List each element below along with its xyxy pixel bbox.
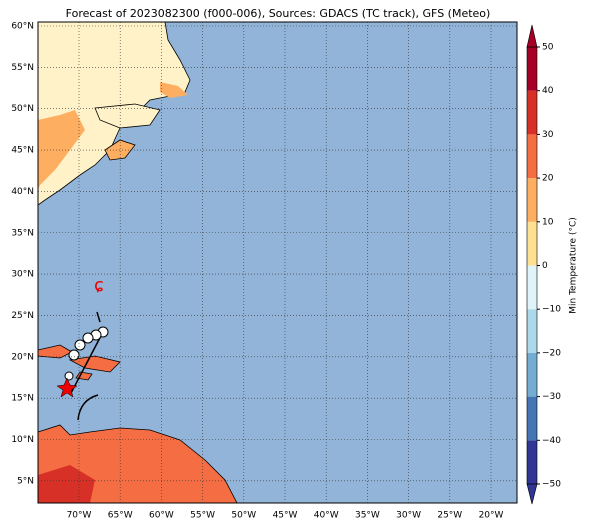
lat-label: 45°N — [11, 146, 34, 156]
colorbar-extend — [526, 24, 538, 48]
lat-label: 30°N — [11, 270, 34, 280]
colorbar-tick-label: 10 — [542, 217, 554, 227]
map-title: Forecast of 2023082300 (f000-006), Sourc… — [66, 7, 491, 20]
map-frame — [37, 21, 518, 504]
colorbar-segment — [527, 221, 537, 266]
colorbar-tick-label: −30 — [542, 392, 561, 402]
colorbar-extend — [526, 483, 538, 505]
lon-label: 55°W — [190, 511, 215, 521]
lat-label: 35°N — [11, 228, 34, 238]
lon-label: 50°W — [231, 511, 256, 521]
lon-label: 40°W — [314, 511, 339, 521]
colorbar-tick-label: −10 — [542, 305, 561, 315]
colorbar-tick-label: −50 — [542, 480, 561, 490]
lon-label: 30°W — [396, 511, 421, 521]
colorbar-segment — [527, 396, 537, 441]
lat-label: 40°N — [11, 187, 34, 197]
colorbar-tick-label: 50 — [542, 43, 554, 53]
lon-label: 70°W — [67, 511, 92, 521]
colorbar-segment — [527, 178, 537, 222]
lat-label: 5°N — [17, 476, 34, 486]
lat-label: 50°N — [11, 104, 34, 114]
colorbar-segment — [527, 265, 537, 310]
lat-label: 25°N — [11, 311, 34, 321]
colorbar-segment — [527, 309, 537, 353]
colorbar-segment — [527, 134, 537, 179]
storm-track: ɕ — [56, 275, 109, 421]
colorbar-tick-label: 20 — [542, 174, 554, 184]
colorbar-segment — [527, 440, 537, 484]
colorbar-segment — [527, 47, 537, 91]
lat-label: 15°N — [11, 394, 34, 404]
colorbar-segment — [527, 90, 537, 135]
colorbar-label: Min Temperature (°C) — [569, 217, 579, 314]
lon-label: 25°W — [437, 511, 462, 521]
lat-label: 55°N — [11, 63, 34, 73]
colorbar-tick-label: −20 — [542, 348, 561, 358]
colorbar-tick-label: 30 — [542, 130, 554, 140]
lon-label: 65°W — [108, 511, 133, 521]
colorbar-tick-label: 40 — [542, 86, 554, 96]
lon-label: 45°W — [273, 511, 298, 521]
lon-label: 60°W — [149, 511, 174, 521]
lat-label: 60°N — [11, 22, 34, 32]
storm-symbol: ɕ — [94, 275, 104, 296]
lon-label: 20°W — [479, 511, 504, 521]
colorbar-tick-label: 0 — [542, 261, 548, 271]
lon-label: 35°W — [355, 511, 380, 521]
colorbar-segment — [527, 352, 537, 397]
colorbar-tick-label: −40 — [542, 436, 561, 446]
lat-label: 10°N — [11, 435, 34, 445]
lat-label: 20°N — [11, 352, 34, 362]
